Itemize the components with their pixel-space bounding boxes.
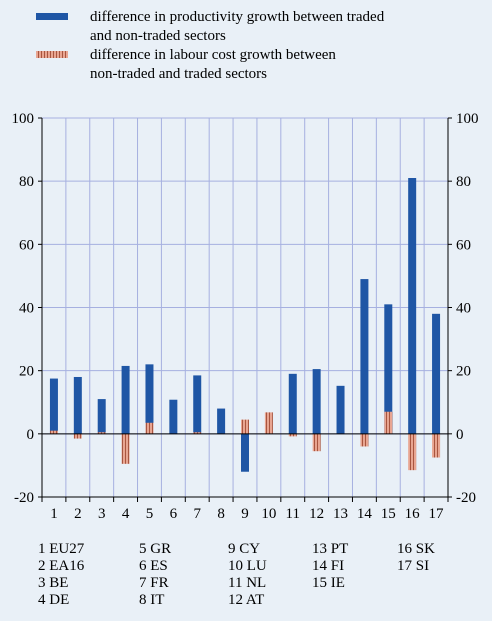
y-tick-label-right: 60 [456,237,471,253]
labour-cost-bar [312,433,321,452]
labour-cost-bar [288,433,297,437]
x-tick-label: 1 [50,506,58,522]
productivity-bar [288,373,297,434]
productivity-bar [49,378,58,434]
x-tick-label: 2 [74,506,82,522]
productivity-bar [384,304,393,434]
gridlines [42,117,448,498]
labour-cost-bar [193,432,202,434]
labour-swatch [36,51,68,58]
x-tick-label: 6 [170,506,178,522]
y-tick-label-left: 100 [12,111,35,127]
x-tick-label: 9 [241,506,249,522]
x-tick-label: 11 [286,506,300,522]
productivity-bar [241,433,249,472]
legend: difference in productivity growth betwee… [0,8,492,84]
labour-cost-bar [73,433,82,439]
legend-label-labour-line1: difference in labour cost growth between [90,47,336,63]
productivity-bar [336,385,345,434]
legend-item-labour: difference in labour cost growth between… [36,46,492,84]
labour-cost-bar [145,422,154,434]
productivity-bar [73,376,82,434]
x-tick-label: 13 [333,506,348,522]
productivity-bar [169,399,178,434]
y-tick-label-right: 40 [456,301,471,317]
x-tick-label: 12 [309,506,324,522]
legend-label-labour-line2: non-traded and traded sectors [90,66,268,82]
x-tick-label: 4 [122,506,130,522]
x-tick-label: 7 [193,506,201,522]
productivity-bar [217,408,226,434]
productivity-bar [432,313,441,434]
labour-cost-bar [121,433,130,464]
legend-label-productivity-line2: and non-traded sectors [90,28,226,44]
y-tick-label-left: 60 [19,237,34,253]
labour-cost-bar [97,432,106,434]
y-tick-label-left: 20 [19,364,34,380]
y-tick-label-right: 20 [456,364,471,380]
y-tick-label-left: -20 [14,490,34,506]
productivity-bar [312,369,321,434]
x-tick-label: 8 [217,506,225,522]
productivity-bar [145,364,154,434]
productivity-bar [360,279,369,434]
productivity-bar [121,365,130,434]
x-tick-label: 15 [381,506,396,522]
legend-item-productivity: difference in productivity growth betwee… [36,8,492,46]
bars [49,178,441,472]
y-tick-label-right: 80 [456,174,471,190]
labour-cost-bar [264,412,273,434]
labour-cost-bar [432,433,441,458]
y-tick-label-left: 40 [19,301,34,317]
labour-cost-bar [360,433,369,447]
productivity-bar [193,375,202,434]
labour-cost-bar [384,411,393,434]
y-tick-label-left: 0 [27,427,35,443]
legend-label-productivity-line1: difference in productivity growth betwee… [90,9,385,25]
y-tick-label-left: 80 [19,174,34,190]
labour-cost-bar [408,433,417,471]
x-tick-label: 5 [146,506,154,522]
productivity-swatch [36,13,68,20]
x-tick-label: 14 [357,506,373,522]
labour-cost-bar [49,430,58,434]
x-tick-label: 17 [429,506,445,522]
x-tick-label: 16 [405,506,421,522]
y-tick-label-right: -20 [456,490,476,506]
labour-cost-bar [241,419,249,434]
x-tick-label: 10 [261,506,276,522]
y-tick-label-right: 100 [456,111,479,127]
y-tick-label-right: 0 [456,427,464,443]
productivity-bar [97,399,106,434]
x-tick-label: 3 [98,506,106,522]
productivity-bar [408,178,417,434]
